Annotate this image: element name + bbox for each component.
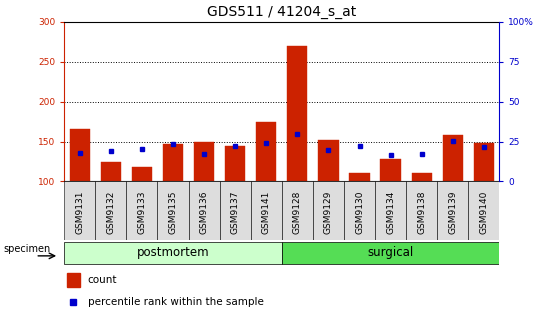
Bar <box>251 181 282 240</box>
Bar <box>437 181 468 240</box>
Bar <box>474 143 494 181</box>
Bar <box>406 181 437 240</box>
Bar <box>282 242 499 264</box>
Bar <box>189 181 220 240</box>
Text: GSM9130: GSM9130 <box>355 190 364 234</box>
Bar <box>313 181 344 240</box>
Bar <box>220 181 251 240</box>
Bar <box>70 129 90 181</box>
Bar <box>163 144 183 181</box>
Text: GSM9129: GSM9129 <box>324 190 333 234</box>
Bar <box>194 141 214 181</box>
Bar <box>95 181 126 240</box>
Bar <box>64 181 95 240</box>
Text: GSM9133: GSM9133 <box>137 190 146 234</box>
Bar <box>318 140 339 181</box>
Text: GSM9136: GSM9136 <box>200 190 209 234</box>
Bar <box>349 173 369 181</box>
Text: GSM9141: GSM9141 <box>262 190 271 234</box>
Bar <box>64 242 282 264</box>
Bar <box>256 122 276 181</box>
Text: surgical: surgical <box>368 246 413 259</box>
Text: postmortem: postmortem <box>137 246 209 259</box>
Text: GSM9132: GSM9132 <box>107 190 116 234</box>
Bar <box>132 167 152 181</box>
Text: GSM9131: GSM9131 <box>75 190 84 234</box>
Text: GSM9137: GSM9137 <box>230 190 239 234</box>
Bar <box>442 135 463 181</box>
Bar <box>287 46 307 181</box>
Bar <box>375 181 406 240</box>
Bar <box>100 162 121 181</box>
Bar <box>282 181 313 240</box>
Text: GSM9128: GSM9128 <box>293 190 302 234</box>
Title: GDS511 / 41204_s_at: GDS511 / 41204_s_at <box>207 5 357 19</box>
Text: GSM9139: GSM9139 <box>448 190 457 234</box>
Text: GSM9134: GSM9134 <box>386 190 395 234</box>
Bar <box>157 181 189 240</box>
Text: GSM9140: GSM9140 <box>479 190 488 234</box>
Bar <box>381 159 401 181</box>
Text: GSM9135: GSM9135 <box>169 190 177 234</box>
Text: percentile rank within the sample: percentile rank within the sample <box>88 297 263 306</box>
Text: GSM9138: GSM9138 <box>417 190 426 234</box>
Text: count: count <box>88 275 117 285</box>
Bar <box>344 181 375 240</box>
Bar <box>225 145 246 181</box>
Bar <box>412 173 432 181</box>
Bar <box>468 181 499 240</box>
Bar <box>126 181 157 240</box>
Text: specimen: specimen <box>3 244 50 254</box>
Bar <box>67 273 80 287</box>
